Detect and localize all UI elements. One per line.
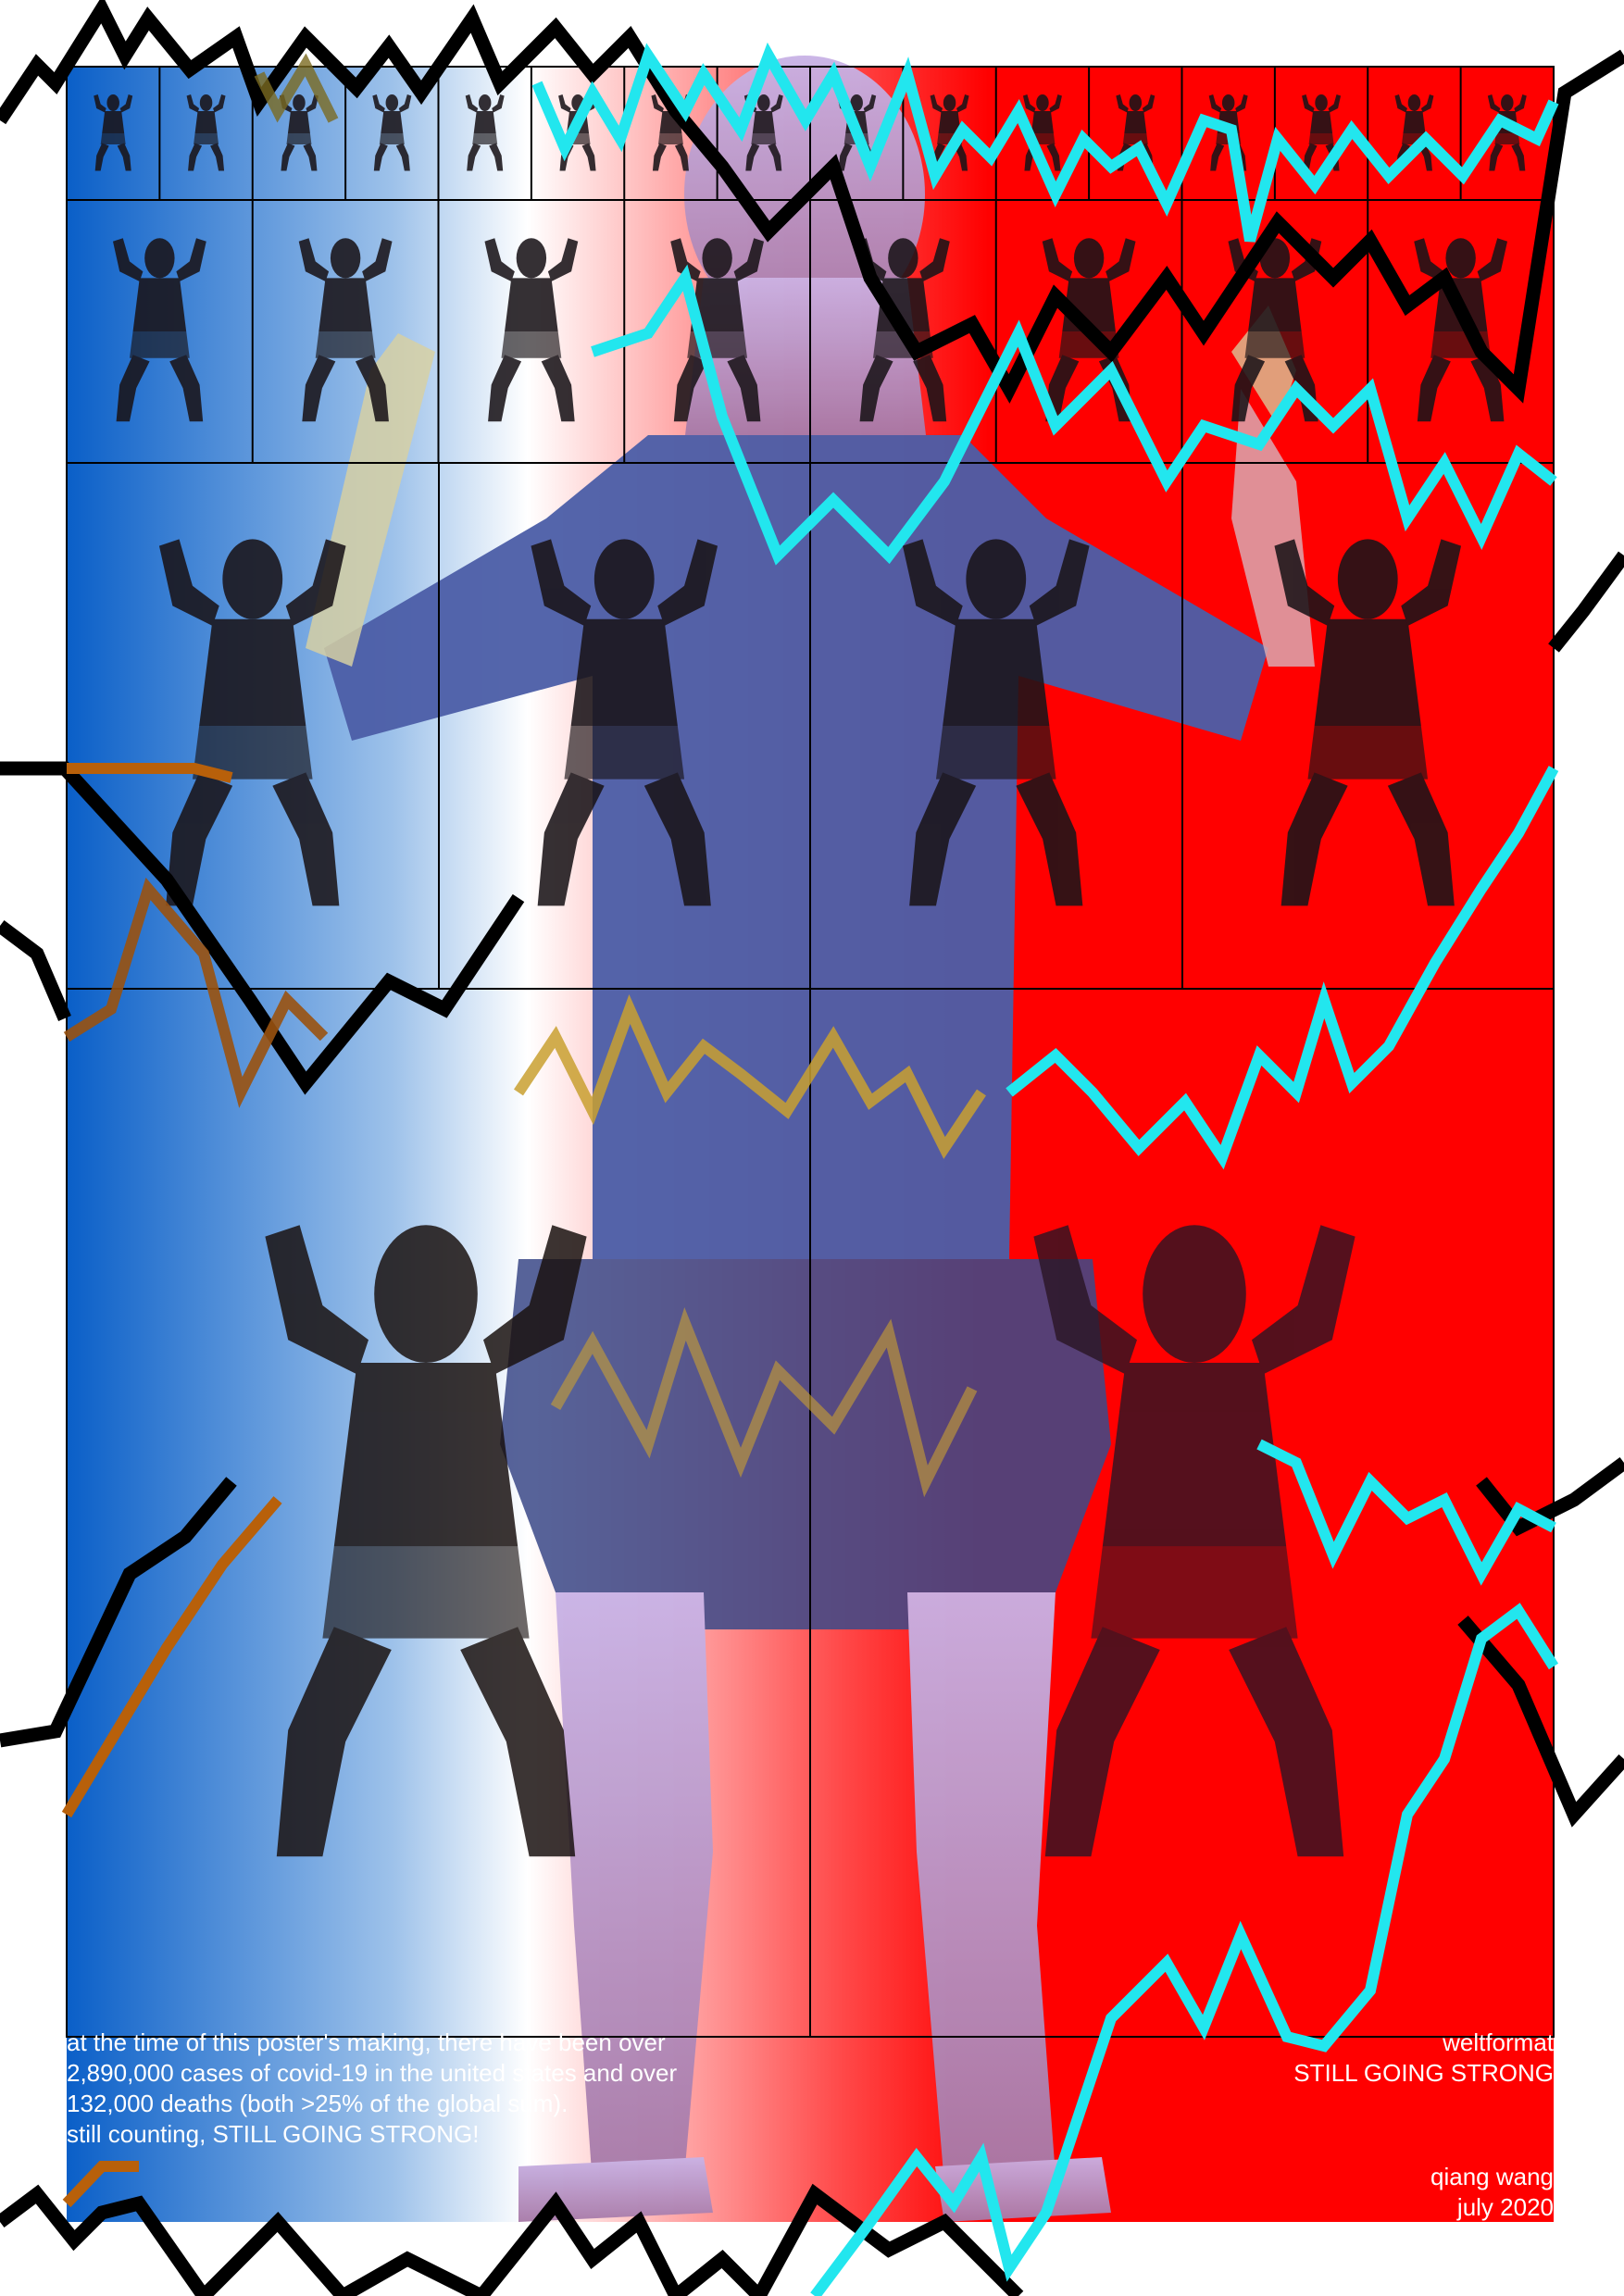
cyan-zigzag-right — [1256, 1439, 1556, 1586]
cyan-zigzag-bottom — [810, 1603, 1559, 2296]
credits-block: qiang wang july 2020 — [1430, 2162, 1554, 2223]
statement-line-3: 132,000 deaths (both >25% of the global … — [67, 2090, 568, 2117]
publisher-tagline: STILL GOING STRONG — [1293, 2059, 1554, 2087]
cyan-zigzag-mid — [591, 264, 1557, 566]
olive-zigzag-top — [254, 53, 339, 123]
statement-line-1: at the time of this poster's making, the… — [67, 2028, 666, 2056]
yellow-zigzag-lower — [550, 1306, 978, 1498]
cyan-zigzag-lower — [1006, 766, 1559, 1170]
statement-text: at the time of this poster's making, the… — [67, 2028, 826, 2150]
artist-name: qiang wang — [1430, 2163, 1554, 2190]
black-zigzag-line — [0, 0, 1624, 404]
black-zigzag-bottom-left — [0, 1477, 237, 1748]
black-zigzag-right-mid — [1476, 1456, 1624, 1537]
publisher-block: weltformat STILL GOING STRONG — [1293, 2028, 1554, 2089]
black-zigzag-right — [1548, 551, 1624, 653]
figure-grid — [66, 66, 1555, 2038]
orange-zigzag-left — [63, 877, 329, 1108]
black-zigzag-bottom — [0, 2183, 1024, 2296]
statement-line-2: 2,890,000 cases of covid-19 in the unite… — [67, 2059, 678, 2087]
yellow-zigzag-center — [514, 993, 986, 1159]
black-zigzag-right-low — [1457, 1616, 1624, 1828]
statement-line-4: still counting, STILL GOING STRONG! — [67, 2120, 480, 2148]
orange-zigzag-line — [67, 763, 233, 783]
creation-date: july 2020 — [1456, 2193, 1554, 2221]
black-zigzag-left — [0, 761, 525, 1095]
publisher-name: weltformat — [1443, 2028, 1554, 2056]
orange-zigzag-bottom — [62, 2161, 139, 2208]
black-zigzag-far-left — [0, 920, 71, 1021]
orange-zigzag-bottom-left — [61, 1496, 282, 1818]
cyan-zigzag-line — [531, 42, 1559, 243]
